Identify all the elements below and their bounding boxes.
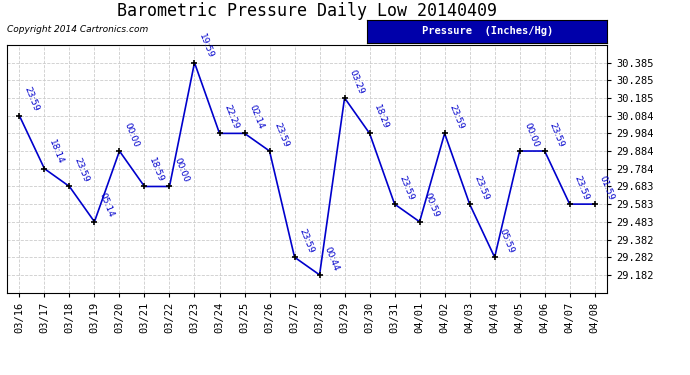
- Text: 23:59: 23:59: [72, 156, 90, 184]
- Text: 00:59: 00:59: [422, 192, 440, 219]
- Text: 23:59: 23:59: [22, 86, 40, 113]
- Text: 23:59: 23:59: [397, 174, 415, 201]
- Text: 23:59: 23:59: [473, 174, 491, 201]
- Text: 18:29: 18:29: [373, 104, 391, 130]
- Title: Barometric Pressure Daily Low 20140409: Barometric Pressure Daily Low 20140409: [117, 2, 497, 20]
- Text: 23:59: 23:59: [447, 104, 465, 130]
- Text: 23:59: 23:59: [273, 121, 290, 148]
- Text: 00:00: 00:00: [172, 156, 190, 184]
- Text: 23:59: 23:59: [573, 174, 591, 201]
- Text: 05:59: 05:59: [497, 227, 515, 255]
- Text: 22:29: 22:29: [222, 104, 240, 130]
- Text: 03:29: 03:29: [347, 68, 365, 95]
- Text: 23:59: 23:59: [297, 227, 315, 255]
- Text: 00:44: 00:44: [322, 245, 340, 272]
- Text: 00:00: 00:00: [522, 121, 540, 148]
- Text: 01:59: 01:59: [598, 174, 615, 201]
- Text: 00:00: 00:00: [122, 121, 140, 148]
- Text: 23:59: 23:59: [547, 121, 565, 148]
- Text: 05:14: 05:14: [97, 192, 115, 219]
- Text: 18:59: 18:59: [147, 156, 166, 184]
- Text: 19:59: 19:59: [197, 33, 215, 60]
- Text: 02:14: 02:14: [247, 104, 265, 130]
- Text: 18:14: 18:14: [47, 139, 65, 166]
- Text: Copyright 2014 Cartronics.com: Copyright 2014 Cartronics.com: [7, 25, 148, 34]
